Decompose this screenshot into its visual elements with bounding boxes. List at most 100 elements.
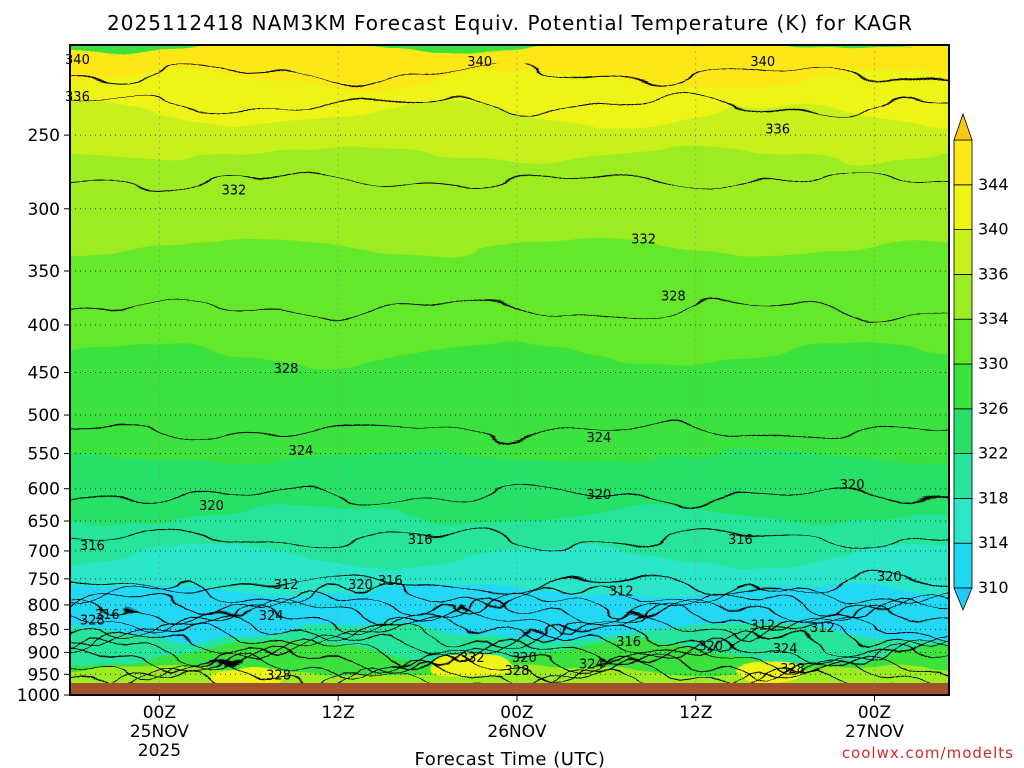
contour-label-26: 316 [616,635,641,650]
contour-lines [70,63,949,694]
x-tick-date-2: 26NOV [487,722,546,742]
y-tick-label-900: 900 [28,643,60,663]
contour-label-31: 320 [512,651,537,666]
contour-label-11: 320 [199,499,224,514]
x-tick-date-0: 25NOV [130,722,189,742]
contour-label-13: 320 [840,478,865,493]
contour-label-4: 336 [765,123,790,138]
warm-pocket-2 [212,664,285,689]
colorbar-label-310: 310 [978,578,1009,597]
contour-label-9: 324 [289,444,314,459]
colorbar-label-340: 340 [978,220,1009,239]
contour-label-8: 328 [274,362,299,377]
y-tick-label-950: 950 [28,665,60,685]
y-tick-label-550: 550 [28,445,60,465]
contour-lower-5 [70,624,949,649]
contour-340 [70,63,949,86]
x-tick-year-0: 2025 [138,741,181,761]
colorbar-label-314: 314 [978,533,1009,552]
contour-label-30: 332 [460,651,485,666]
contour-label-17: 312 [274,578,299,593]
colorbar-swatch-340 [953,184,973,231]
contour-label-32: 328 [505,664,530,679]
contour-label-16: 316 [728,533,753,548]
grid [70,45,949,696]
x-tick-label-3: 12Z [679,703,712,723]
plot-frame [69,44,950,696]
contour-324 [70,419,949,443]
colorbar-swatch-336 [953,229,973,275]
contour-label-6: 332 [631,233,656,248]
chart-title: 2025112418 NAM3KM Forecast Equiv. Potent… [107,11,913,35]
x-tick-label-4: 00Z [858,703,891,723]
y-tick-label-500: 500 [28,406,60,426]
colorbar-label-322: 322 [978,444,1009,463]
contour-label-28: 324 [773,642,798,657]
contour-label-7: 328 [661,290,686,305]
contour-label-18: 312 [609,584,634,599]
contour-lower-2 [70,597,949,627]
contour-label-3: 336 [65,90,90,105]
contour-lower-8 [70,645,949,674]
colorbar-label-326: 326 [978,399,1009,418]
contour-label-24: 328 [80,614,105,629]
colorbar-label-318: 318 [978,488,1009,507]
contour-label-35: 328 [780,662,805,677]
colorbar-label-330: 330 [978,354,1009,373]
colorbar-swatch-322 [953,408,973,454]
contour-320 [70,484,949,507]
colorbar-swatch-334 [953,273,973,320]
x-tick-date-4: 27NOV [845,722,904,742]
y-tick-label-1000: 1000 [17,686,60,706]
x-tick-label-2: 00Z [500,703,533,723]
colorbar-label-334: 334 [978,309,1009,328]
credit-text[interactable]: coolwx.com/modelts [842,744,1014,762]
contour-lower-9 [70,652,949,682]
contour-label-33: 324 [579,658,604,673]
y-tick-label-800: 800 [28,596,60,616]
y-tick-label-300: 300 [28,200,60,220]
x-tick-label-1: 12Z [322,703,355,723]
contour-label-29: 320 [877,570,902,585]
contour-lower-1 [70,590,949,617]
contour-label-5: 332 [221,183,246,198]
colorbar-swatch-326 [953,363,973,410]
contour-label-19: 312 [750,619,775,634]
y-tick-label-250: 250 [28,126,60,146]
contour-lower-0 [70,583,949,606]
contour-label-14: 316 [80,539,105,554]
x-axis-label: Forecast Time (UTC) [415,749,606,768]
ground-strip [70,683,949,695]
contour-label-22: 316 [378,574,403,589]
y-tick-label-750: 750 [28,570,60,590]
contour-label-1: 340 [467,55,492,70]
contour-label-15: 316 [408,533,433,548]
y-tick-label-350: 350 [28,262,60,282]
colorbar-swatch-344 [953,139,973,186]
colorbar-label-336: 336 [978,264,1009,283]
y-axis: 250 300 350 400 450 500 550 600 650 700 750 800 850 9… [17,126,70,706]
colorbar-max-arrow [953,112,973,141]
contour-label-2: 340 [750,55,775,70]
contour-332 [70,169,949,193]
plot-area [70,45,949,695]
contour-label-10: 324 [586,431,611,446]
y-tick-label-850: 850 [28,620,60,640]
contour-labels: 340 340 3403363363323323283283243243203203… [65,53,902,683]
contour-lower-7 [70,638,949,666]
y-tick-label-400: 400 [28,316,60,336]
colorbar-label-344: 344 [978,175,1009,194]
contour-lower-6 [70,632,949,656]
x-tick-label-0: 00Z [143,703,176,723]
colorbar: 310 314 318 322 326 330 334 336 340 344 [953,112,1009,612]
contour-lower-3 [70,605,949,635]
y-tick-label-600: 600 [28,480,60,500]
colorbar-swatch-310 [953,542,973,589]
colorbar-min-arrow [953,587,973,612]
contour-label-12: 320 [586,488,611,503]
contour-label-21: 320 [348,578,373,593]
contour-316 [70,527,949,551]
colorbar-swatch-330 [953,318,973,365]
contour-label-27: 320 [698,640,723,655]
